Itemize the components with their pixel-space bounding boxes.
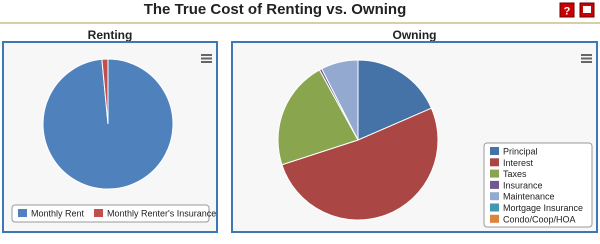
pie-slice [277,69,359,166]
chart-title: Renting [88,28,133,42]
pie-slice [101,58,109,125]
legend-label: Monthly Renter's Insurance [107,209,216,219]
legend-swatch [94,209,104,217]
menu-icon-bar[interactable] [581,54,592,56]
legend-label: Insurance [503,180,543,190]
legend-swatch [490,180,499,189]
page: The True Cost of Renting vs. Owning ? Re… [0,1,600,233]
legend-box [483,142,593,228]
menu-icon-bar[interactable] [581,61,592,63]
legend-swatch [490,158,499,167]
legend-label: Maintenance [503,192,555,202]
menu-icon-bar[interactable] [201,54,212,56]
print-glyph[interactable] [583,6,591,13]
pie-slice [357,59,433,141]
help-button[interactable]: ? [559,2,575,18]
legend-label: Taxes [503,169,527,179]
help-icon[interactable] [559,2,575,18]
legend-swatch [490,192,499,201]
menu-icon-bar[interactable] [581,57,592,60]
legend-swatch [490,169,499,178]
print-button[interactable] [579,2,595,18]
legend-label: Condo/Coop/HOA [503,214,576,224]
menu-icon-bar[interactable] [201,57,212,60]
legend-label: Interest [503,158,534,168]
legend-swatch [490,203,499,212]
legend-box [11,204,210,223]
chart-title: Owning [393,28,437,42]
legend-label: Monthly Rent [31,209,85,219]
menu-icon-bar[interactable] [201,61,212,63]
charts: Renting Monthly Rent Monthly Renter's Insu… [2,28,598,233]
pie-slice [281,107,439,221]
legend-swatch [490,147,499,155]
help-glyph[interactable]: ? [564,6,571,18]
legend-label: Principal [503,147,538,157]
legend-label: Mortgage Insurance [503,203,583,213]
legend-swatch [490,214,499,223]
pie-slice [321,59,359,141]
page-title: The True Cost of Renting vs. Owning [144,1,407,18]
legend-swatch [18,209,27,217]
